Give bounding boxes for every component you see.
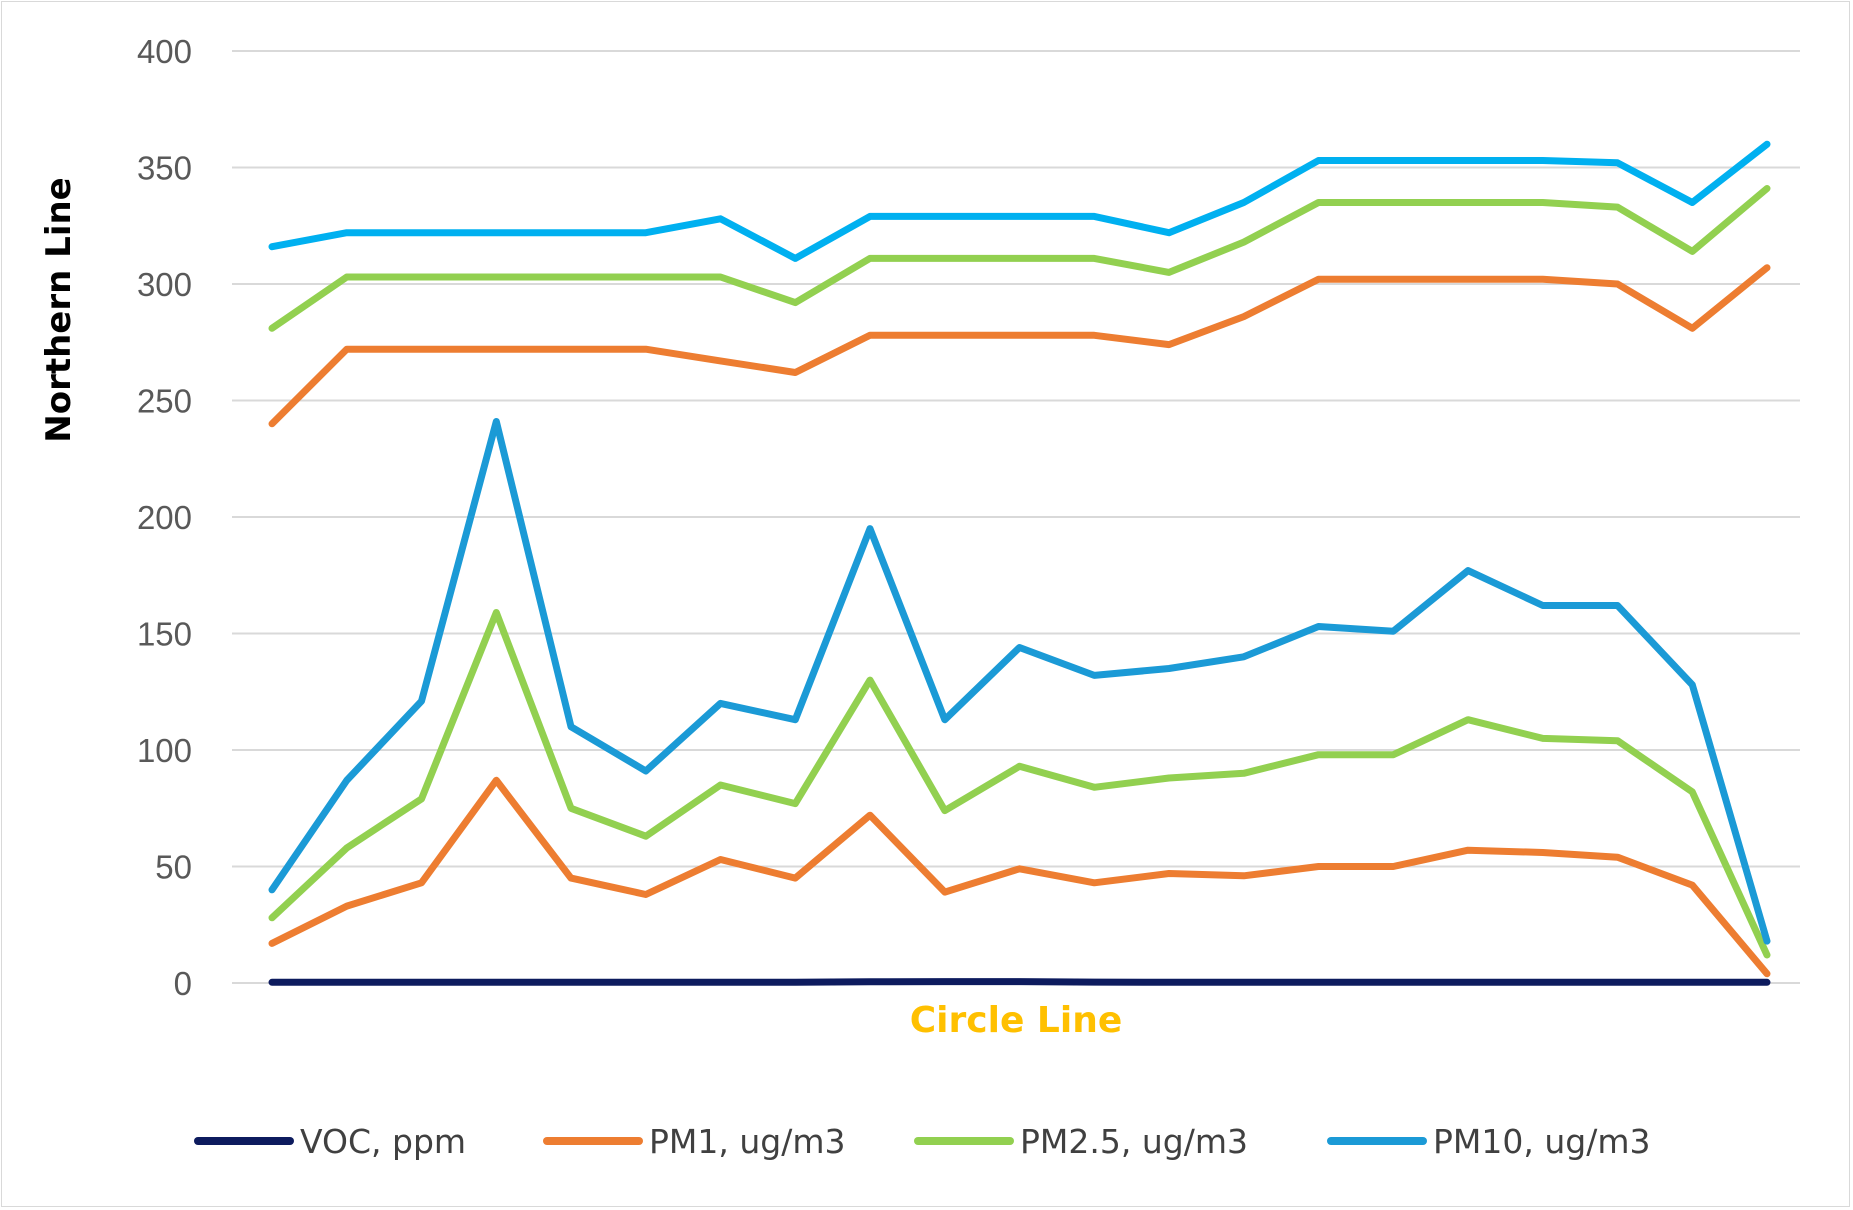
series-line-4 xyxy=(268,264,1771,428)
y-tick-label: 400 xyxy=(137,33,192,70)
x-axis-label: Circle Line xyxy=(910,1000,1122,1041)
y-tick-label: 300 xyxy=(137,266,192,303)
legend-label-1: PM1, ug/m3 xyxy=(649,1122,845,1161)
y-axis-ticks: 0 50 100 150 200 250 300 350 400 xyxy=(137,33,192,1002)
series-line-5 xyxy=(268,185,1771,332)
series-line-6 xyxy=(268,140,1771,262)
legend-label-3: PM10, ug/m3 xyxy=(1433,1122,1650,1161)
y-tick-label: 150 xyxy=(137,616,192,653)
legend-label-2: PM2.5, ug/m3 xyxy=(1020,1122,1248,1161)
y-tick-label: 50 xyxy=(155,849,192,886)
series-lines xyxy=(268,140,1771,986)
y-tick-label: 350 xyxy=(137,150,192,187)
legend: VOC, ppm PM1, ug/m3 PM2.5, ug/m3 PM10, ug/m… xyxy=(194,1122,1650,1161)
y-axis-label: Northern Line xyxy=(39,177,79,443)
legend-label-0: VOC, ppm xyxy=(300,1122,466,1161)
y-tick-label: 0 xyxy=(174,965,192,1002)
y-tick-label: 250 xyxy=(137,383,192,420)
series-line-3 xyxy=(268,418,1771,945)
series-line-2 xyxy=(268,609,1771,959)
series-line-1 xyxy=(268,776,1771,978)
y-tick-label: 100 xyxy=(137,732,192,769)
series-line-0 xyxy=(268,978,1771,986)
y-tick-label: 200 xyxy=(137,499,192,536)
